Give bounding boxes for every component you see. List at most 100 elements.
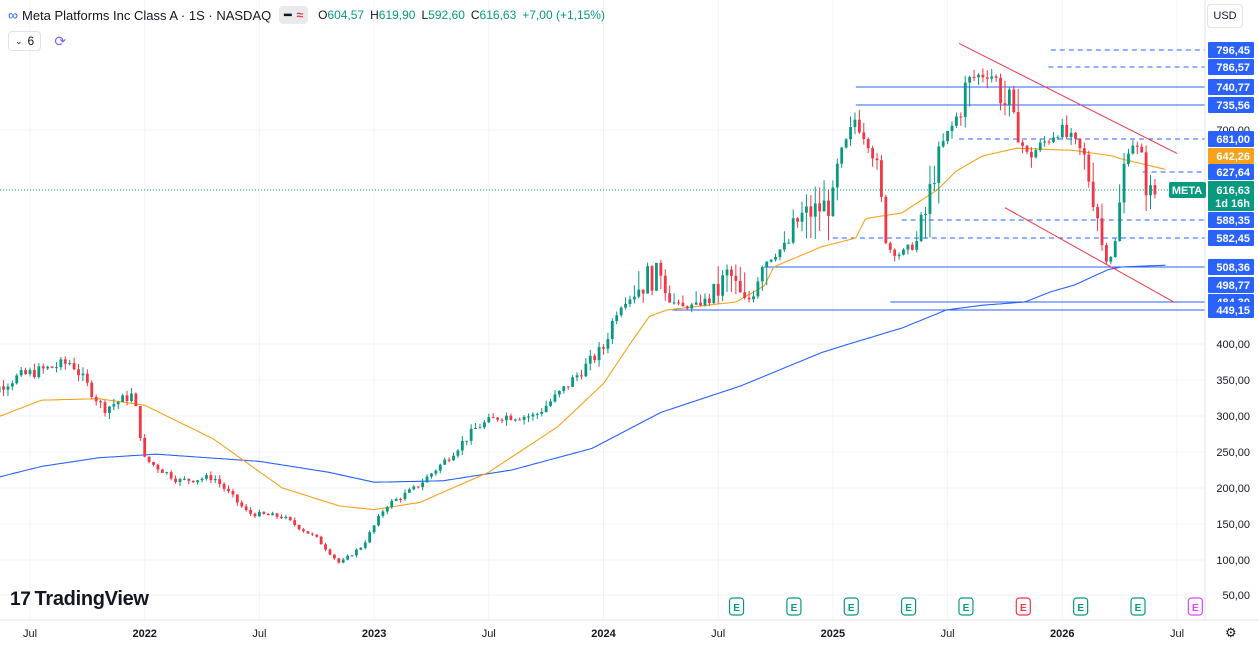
currency-selector[interactable]: USD: [1207, 4, 1243, 28]
candle-body: [99, 401, 102, 403]
candle-body: [646, 266, 650, 294]
candle-body: [588, 355, 592, 364]
price-label-box: [1208, 302, 1254, 318]
candle-body: [262, 511, 266, 514]
candle-body: [81, 373, 85, 376]
price-label: 498,77: [1216, 280, 1250, 292]
candle-body: [553, 394, 557, 402]
earnings-icon: [1130, 597, 1146, 616]
candle-body: [169, 472, 173, 479]
candle-body: [50, 366, 54, 368]
sync-icon[interactable]: ⟳: [54, 32, 67, 49]
candle-body: [112, 404, 116, 407]
price-label: 588,35: [1216, 215, 1250, 227]
candle-body: [513, 419, 517, 421]
candle-body: [37, 366, 41, 377]
candle-body: [253, 513, 257, 517]
candle-body: [747, 297, 751, 300]
earnings-label: E: [848, 603, 855, 614]
candle-body: [116, 401, 120, 405]
price-label-box: [1208, 259, 1254, 275]
candle-body: [1140, 146, 1144, 153]
candle-body: [707, 298, 711, 304]
candle-body: [258, 511, 261, 517]
candle-body: [981, 74, 985, 78]
candle-body: [959, 116, 963, 118]
candle-body: [187, 478, 191, 481]
candle-body: [421, 482, 425, 488]
ma_short-line: [0, 147, 1166, 511]
chart-style-pill[interactable]: ━ ≈: [279, 6, 309, 24]
candle-body: [835, 163, 839, 188]
candle-body: [430, 473, 433, 477]
candle-body: [796, 218, 800, 222]
earnings-icon: [786, 597, 802, 616]
candle-body: [862, 132, 866, 140]
price-label: 681,00: [1216, 134, 1250, 146]
candle-body: [346, 555, 350, 560]
candle-body: [19, 370, 23, 376]
candle-body: [310, 533, 314, 535]
price-label: 508,36: [1216, 262, 1250, 274]
candle-body: [712, 283, 716, 304]
candle-body: [738, 280, 742, 293]
candle-body: [227, 488, 230, 492]
candle-body: [1105, 245, 1108, 262]
candle-body: [619, 307, 623, 316]
earnings-label: E: [1135, 603, 1142, 614]
candle-body: [681, 302, 685, 307]
candle-body: [822, 200, 826, 212]
candle-body: [769, 259, 773, 262]
candle-body: [610, 320, 614, 340]
price-label: 582,45: [1216, 233, 1250, 245]
candle-body: [624, 304, 627, 308]
candle-body: [752, 296, 755, 300]
candle-body: [363, 542, 367, 548]
x-tick-label: Jul: [711, 628, 725, 640]
candle-body: [778, 249, 782, 257]
candle-body: [178, 479, 182, 482]
candle-body: [385, 507, 389, 512]
price-label-box: [1208, 230, 1254, 246]
candle-body: [359, 547, 363, 550]
candle-body: [1047, 141, 1051, 143]
candle-body: [535, 413, 539, 415]
price-label-box: [1208, 148, 1254, 164]
approx-icon: ≈: [296, 8, 304, 22]
candle-body: [893, 249, 897, 256]
candle-body: [1012, 89, 1016, 113]
candle-body: [1078, 138, 1082, 149]
price-label-box: [1208, 277, 1254, 293]
candle-body: [399, 498, 402, 500]
candle-body: [888, 243, 892, 250]
candle-body: [297, 524, 301, 530]
candle-body: [884, 196, 888, 244]
candle-body: [977, 74, 980, 78]
last-price-box: [1208, 181, 1254, 211]
indicators-toggle[interactable]: ⌄ 6: [8, 31, 42, 51]
candle-body: [721, 275, 725, 296]
candle-body: [875, 158, 879, 161]
candle-body: [447, 459, 451, 461]
candle-body: [372, 525, 376, 533]
candle-body: [866, 139, 870, 149]
candle-body: [15, 375, 19, 384]
candle-body: [1100, 218, 1104, 246]
candle-body: [730, 269, 733, 276]
y-tick-label: 100,00: [1216, 555, 1250, 567]
candle-body: [857, 119, 861, 133]
axis-settings-icon[interactable]: ⚙: [1225, 625, 1237, 640]
y-tick-label: 400,00: [1216, 339, 1250, 351]
price-label: 449,15: [1216, 305, 1250, 317]
candle-body: [628, 299, 632, 305]
price-label-box: [1208, 164, 1254, 180]
candle-body: [332, 554, 336, 559]
symbol-title[interactable]: Meta Platforms Inc Class A · 1S · NASDAQ: [21, 7, 272, 23]
candle-body: [412, 486, 416, 490]
candle-body: [456, 450, 460, 456]
candle-body: [68, 363, 72, 365]
candle-body: [580, 375, 583, 377]
candle-body: [963, 82, 967, 117]
candle-body: [805, 206, 808, 213]
